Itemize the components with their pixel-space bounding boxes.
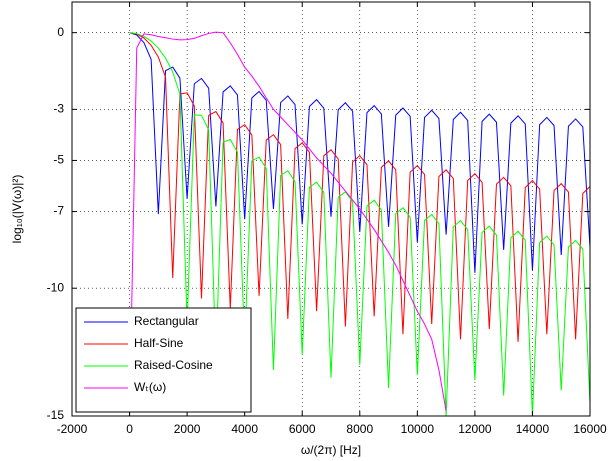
legend-label: Half-Sine xyxy=(134,336,184,350)
legend: Rectangular Half-Sine Raised-Cosine Wₜ(ω) xyxy=(75,307,252,413)
x-tick-label: 14000 xyxy=(516,422,550,436)
ticks: -2000 0 2000 4000 6000 8000 10000 12000 14000 160… xyxy=(47,2,607,436)
axes-frame xyxy=(71,1,591,417)
series-line xyxy=(129,32,590,416)
x-tick-label: 10000 xyxy=(401,422,435,436)
y-tick-label: -10 xyxy=(47,280,65,294)
x-tick-label: 16000 xyxy=(573,422,607,436)
x-tick-label: 8000 xyxy=(346,422,373,436)
x-tick-label: 4000 xyxy=(231,422,258,436)
y-tick-label: -15 xyxy=(47,408,65,422)
x-tick-label: 0 xyxy=(126,422,133,436)
y-tick-label: -3 xyxy=(53,102,64,116)
series-line xyxy=(129,31,447,416)
x-tick-label: 6000 xyxy=(289,422,316,436)
y-tick-label: -7 xyxy=(53,204,64,218)
series-line xyxy=(129,32,590,342)
y-tick-label: 0 xyxy=(57,25,64,39)
y-tick-label: -5 xyxy=(53,153,64,167)
x-tick-label: 2000 xyxy=(174,422,201,436)
legend-label: Wₜ(ω) xyxy=(134,380,166,394)
x-axis-label: ω/(2π) [Hz] xyxy=(301,443,361,457)
legend-box xyxy=(75,307,252,413)
y-axis-label: log₁₀(|V(ω)|²) xyxy=(10,175,24,244)
plot-area xyxy=(129,31,590,416)
series-line xyxy=(129,32,590,273)
x-tick-label: 12000 xyxy=(458,422,492,436)
legend-label: Raised-Cosine xyxy=(134,358,213,372)
x-tick-label: -2000 xyxy=(57,422,88,436)
legend-label: Rectangular xyxy=(134,314,199,328)
